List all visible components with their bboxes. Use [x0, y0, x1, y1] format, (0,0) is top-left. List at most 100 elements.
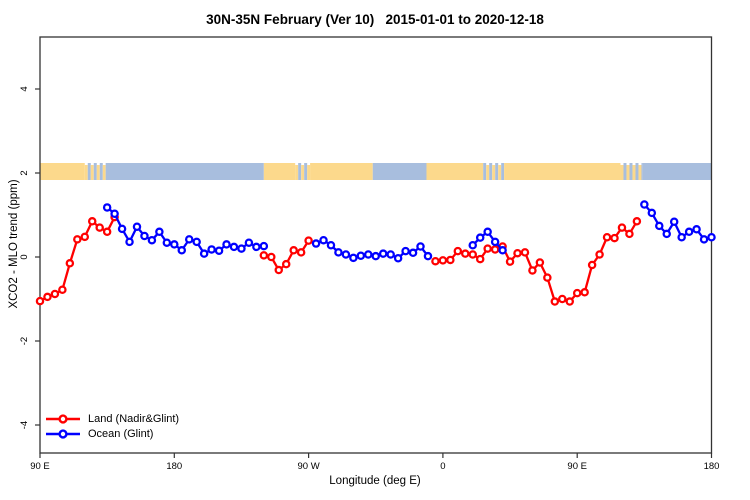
data-point	[647, 208, 657, 218]
x-tick-label: 90 E	[30, 461, 50, 472]
data-point	[677, 233, 686, 242]
x-axis-ticks: 90 E 180 90 W 0 90 E 180	[30, 453, 719, 472]
y-axis-ticks: -4 -2 0 2 4	[19, 86, 40, 429]
data-point	[140, 231, 149, 241]
x-axis-title: Longitude (deg E)	[329, 475, 421, 487]
x-tick-label: 180	[166, 461, 182, 472]
data-point	[304, 236, 313, 245]
data-point	[468, 250, 477, 259]
data-point	[446, 255, 455, 265]
data-point	[617, 223, 627, 232]
data-point	[610, 233, 619, 243]
data-point	[498, 246, 507, 255]
data-point	[483, 244, 492, 253]
series-land	[35, 212, 642, 306]
data-point	[483, 227, 492, 237]
data-point	[73, 235, 82, 244]
data-point	[416, 242, 425, 251]
data-point	[356, 251, 366, 260]
data-point	[684, 227, 694, 237]
data-point	[490, 237, 500, 247]
data-point	[580, 288, 589, 297]
data-point	[423, 251, 433, 261]
data-point	[334, 248, 343, 257]
data-point	[222, 240, 231, 249]
data-point	[393, 254, 403, 263]
data-point	[543, 273, 552, 282]
data-point	[289, 246, 298, 255]
legend-item-ocean: Ocean (Glint)	[44, 426, 179, 441]
data-point	[117, 224, 127, 234]
data-point	[572, 288, 582, 298]
y-tick-label: 4	[19, 86, 30, 91]
data-point	[513, 248, 522, 258]
series-ocean	[102, 200, 716, 263]
data-point	[319, 235, 328, 245]
data-point	[431, 256, 440, 266]
data-point	[267, 252, 276, 262]
data-point	[461, 249, 470, 258]
data-point	[102, 203, 112, 212]
data-point	[252, 242, 261, 252]
legend-label-land: Land (Nadir&Glint)	[88, 412, 180, 425]
chart-title: 30N-35N February (Ver 10) 2015-01-01 to …	[206, 12, 544, 27]
y-tick-label: -2	[19, 337, 30, 345]
data-point	[662, 229, 671, 239]
data-point	[386, 250, 395, 259]
data-point	[229, 242, 239, 252]
data-point	[401, 246, 410, 256]
plot-box	[39, 36, 713, 454]
data-point	[707, 233, 716, 242]
data-point	[565, 297, 574, 306]
data-point	[632, 217, 642, 226]
data-point	[595, 250, 604, 259]
data-point	[132, 222, 142, 232]
data-point	[244, 238, 254, 247]
data-point	[102, 227, 112, 237]
ocean-line-marker-icon	[46, 428, 80, 439]
legend-label-ocean: Ocean (Glint)	[88, 427, 154, 440]
data-point	[162, 238, 172, 247]
data-point	[669, 217, 679, 226]
data-point	[199, 249, 209, 258]
data-point	[528, 266, 537, 275]
data-point	[550, 297, 560, 306]
data-point	[43, 292, 52, 302]
data-point	[408, 248, 418, 258]
data-point	[438, 256, 448, 265]
data-point	[184, 235, 194, 244]
y-tick-label: 0	[19, 254, 30, 259]
data-point	[274, 265, 284, 275]
data-point	[259, 251, 269, 260]
data-point	[50, 289, 60, 299]
data-point	[147, 235, 157, 245]
data-point	[296, 248, 306, 257]
data-point	[259, 241, 269, 251]
map-strip	[40, 163, 712, 180]
data-point	[699, 235, 709, 244]
data-point	[475, 233, 485, 242]
data-point	[505, 257, 515, 266]
data-point	[640, 200, 649, 209]
y-tick-label: -4	[19, 421, 30, 429]
data-point	[65, 259, 75, 268]
land-line-marker-icon	[46, 413, 80, 424]
data-point	[237, 244, 246, 253]
series-line	[38, 215, 116, 303]
data-point	[170, 240, 179, 249]
x-tick-label: 0	[440, 461, 445, 472]
data-point	[58, 285, 67, 295]
data-point	[177, 246, 187, 255]
x-tick-label: 180	[704, 461, 720, 472]
legend-item-land: Land (Nadir&Glint)	[44, 411, 179, 426]
data-point	[655, 221, 664, 231]
data-point	[475, 254, 485, 264]
data-point	[468, 240, 477, 250]
data-point	[490, 245, 500, 254]
y-axis-title: XCO2 - MLO trend (ppm)	[8, 179, 20, 309]
data-point	[80, 232, 90, 242]
data-point	[326, 240, 336, 250]
data-point	[558, 294, 567, 304]
